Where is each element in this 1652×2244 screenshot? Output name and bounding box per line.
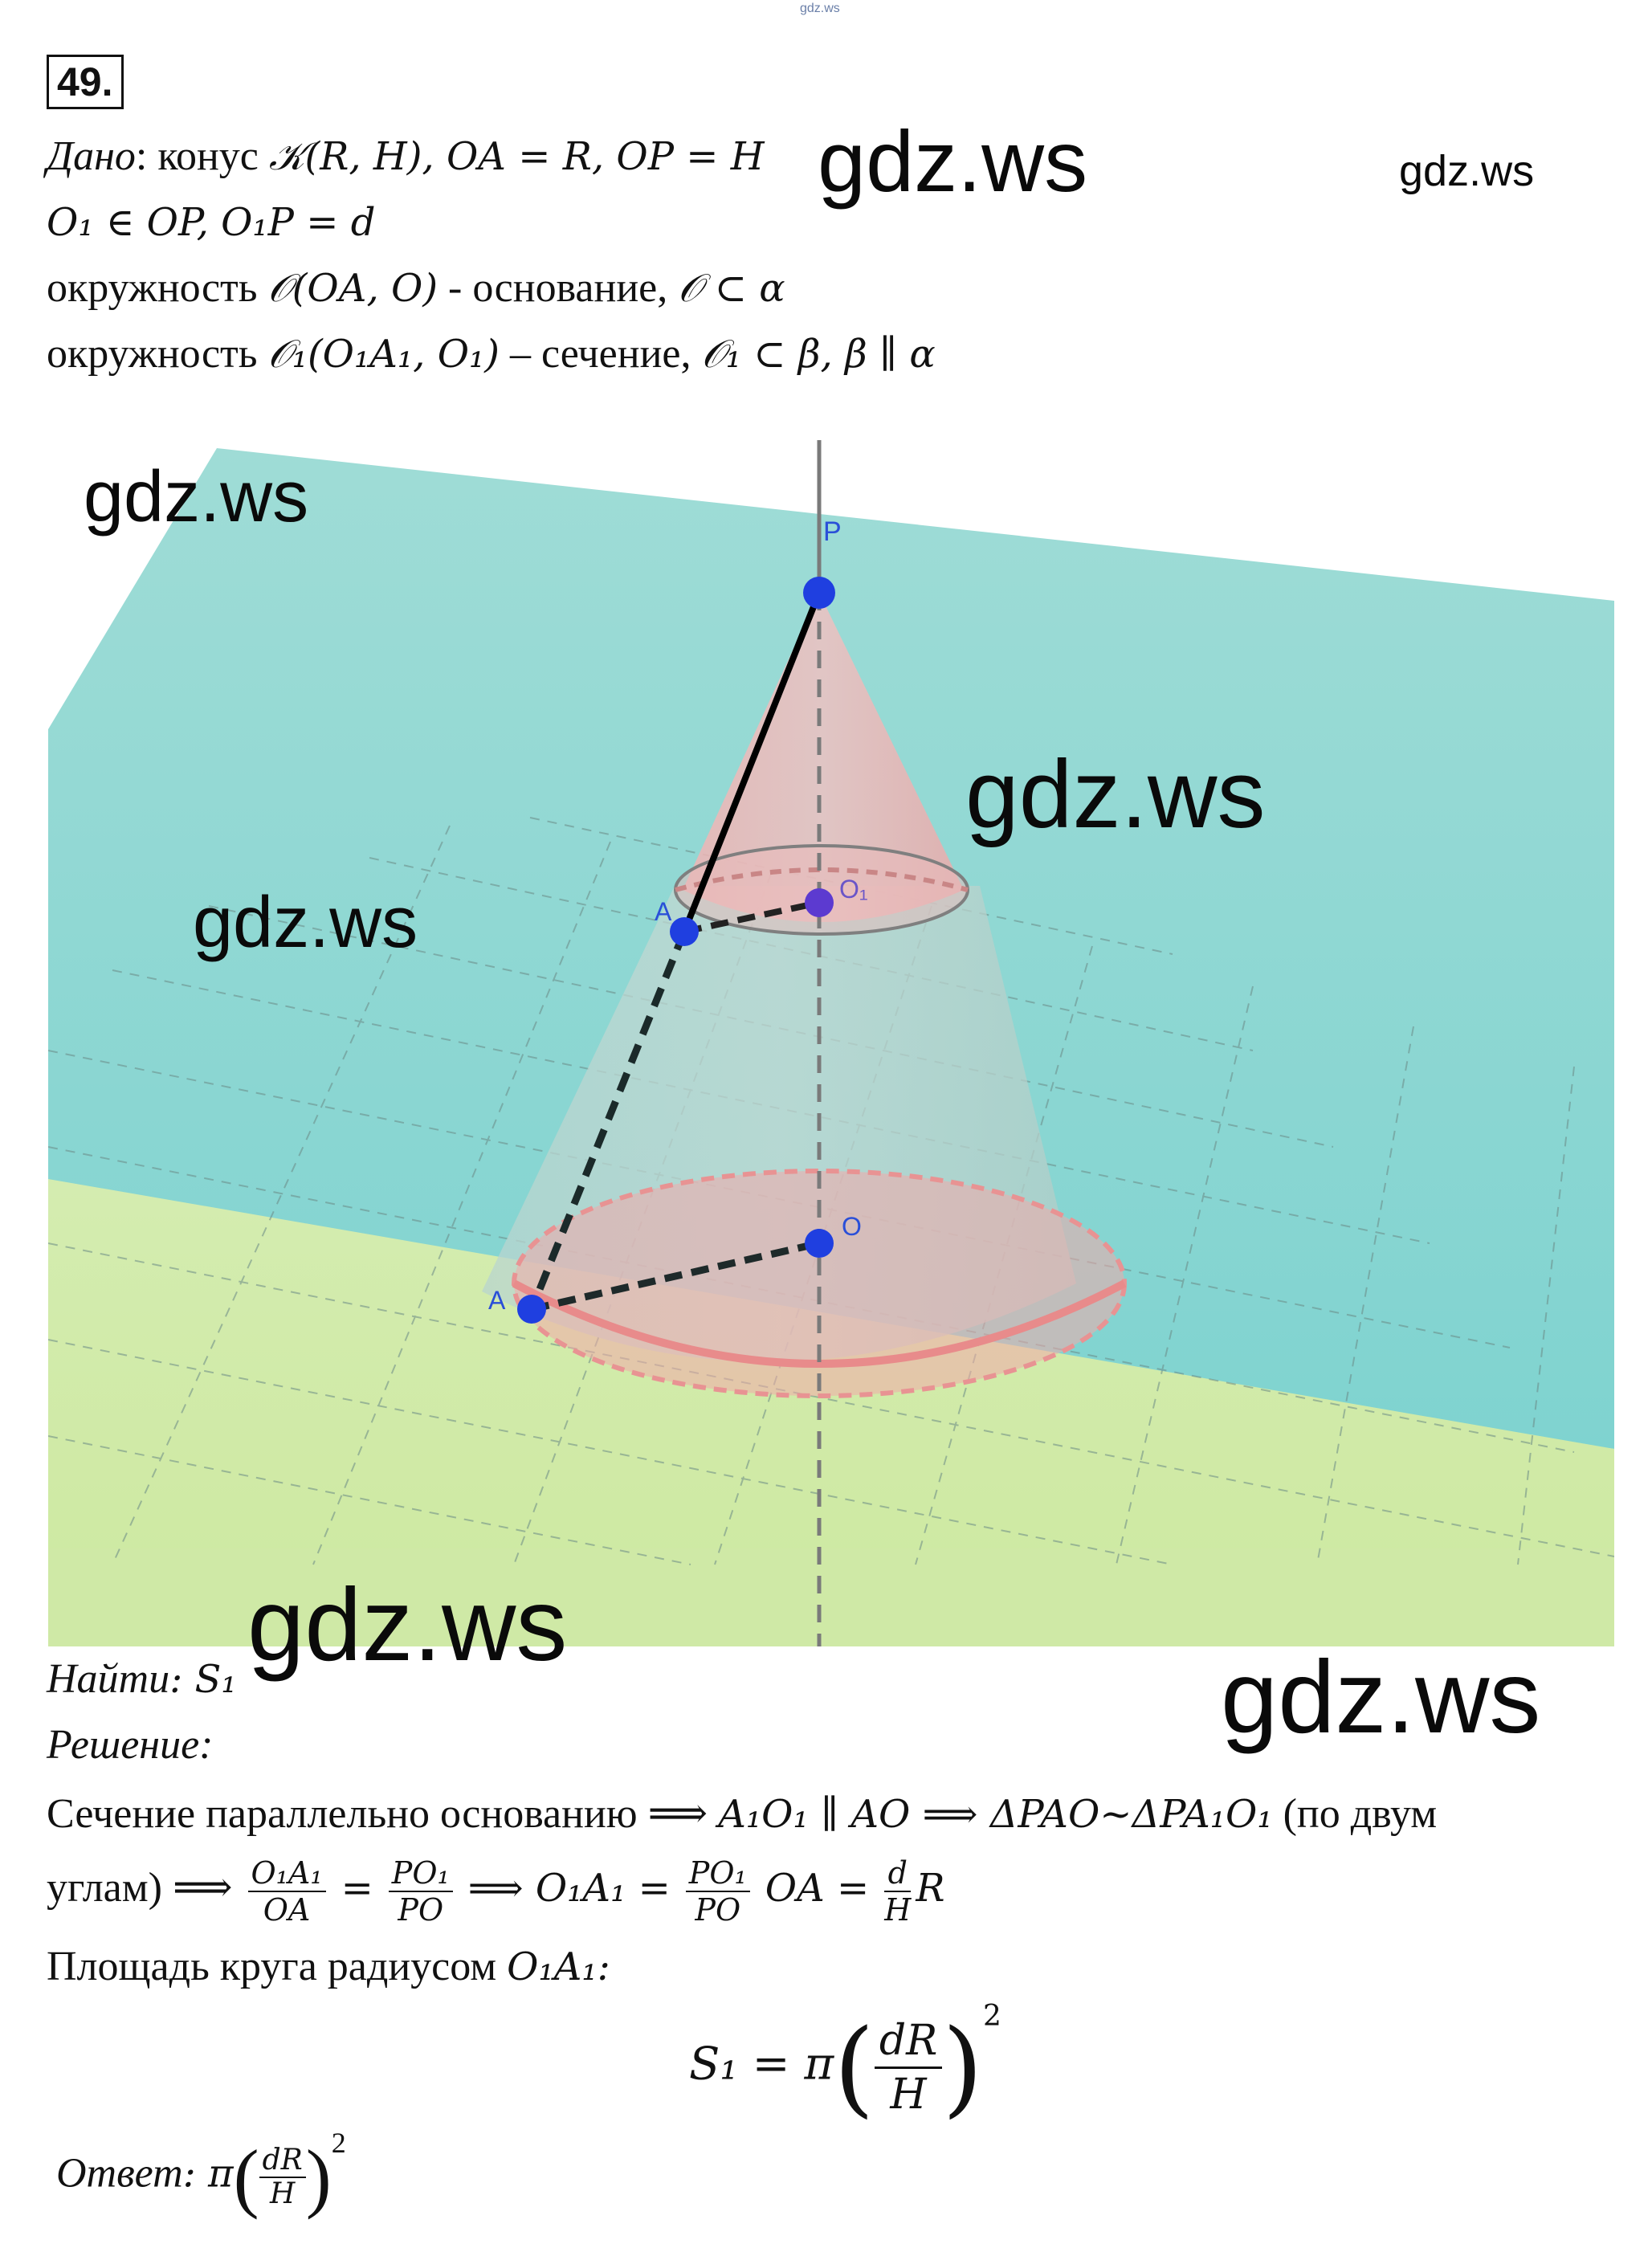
watermark-3: gdz.ws: [84, 457, 309, 537]
point-o1: [805, 888, 834, 917]
implies-o1a1: ⟹ O₁A₁ =: [467, 1865, 671, 1911]
generatrix-pa1: [681, 591, 822, 933]
cone-figure: P A O₁ O A: [48, 440, 1614, 1646]
given-line3-mid: - основание,: [438, 265, 679, 311]
solution-line1-tail: (по двум: [1272, 1791, 1438, 1837]
formula-fraction: dR H: [874, 2015, 943, 2120]
watermark-1: gdz.ws: [818, 112, 1088, 210]
solution-line-3: Площадь круга радиусом O₁A₁:: [47, 1944, 610, 1989]
generatrix-a1a: [528, 930, 688, 1311]
solution-line2-text: углам) ⟹: [47, 1864, 243, 1911]
find-line: Найти: S₁: [47, 1656, 237, 1702]
plane-alpha: [48, 1179, 1614, 1646]
answer-line: Ответ: π(dR H)2: [56, 2127, 346, 2220]
radius-o1a1: [683, 900, 820, 935]
oa-equals: OA =: [765, 1865, 870, 1911]
answer-sep: : π: [182, 2151, 234, 2197]
label-o: O: [842, 1212, 862, 1241]
solution-label: Решение:: [47, 1722, 214, 1768]
fraction-o1a1-oa: O₁A₁ OA: [247, 1855, 326, 1928]
fraction-po1-po: PO₁ PO: [388, 1855, 453, 1928]
solution-line-1: Сечение параллельно основанию ⟹ A₁O₁ ∥ A…: [47, 1791, 1437, 1837]
answer-label: Ответ: [56, 2150, 183, 2197]
solution-line-2: углам) ⟹ O₁A₁ OA = PO₁ PO ⟹ O₁A₁ = PO₁ PO O…: [47, 1855, 945, 1928]
upper-cone: [683, 593, 964, 922]
find-label: Найти: [47, 1656, 170, 1702]
header-watermark: gdz.ws: [800, 2, 840, 15]
watermark-5: gdz.ws: [193, 883, 418, 963]
given-line3-math-b: 𝒪 ⊂ α: [678, 266, 785, 311]
equals-sign: =: [341, 1865, 373, 1911]
point-a1: [670, 917, 699, 946]
area-formula: S₁ = π(dR H)2: [689, 2000, 1001, 2128]
watermark-6: gdz.ws: [247, 1568, 568, 1683]
given-line3-math-a: 𝒪(OA, O): [267, 266, 438, 311]
r-symbol: R: [916, 1865, 945, 1911]
radius-oa: [530, 1239, 821, 1313]
given-line-3: окружность 𝒪(OA, O) - основание, 𝒪 ⊂ α: [47, 265, 785, 311]
given-line1-math: 𝒦(R, H), OA = R, OP = H: [268, 134, 765, 179]
solution-line1-text: Сечение параллельно основанию ⟹: [47, 1791, 719, 1837]
solution-line1-math: A₁O₁ ∥ AO ⟹ ΔPAO~ΔPA₁O₁: [718, 1792, 1273, 1837]
watermark-7: gdz.ws: [1221, 1640, 1541, 1755]
find-value: : S₁: [169, 1657, 237, 1702]
point-a: [517, 1295, 546, 1324]
given-line-2: O₁ ∈ OP, O₁P = d: [47, 199, 375, 245]
solution-line3-math: O₁A₁:: [507, 1944, 610, 1989]
point-p: [803, 577, 835, 609]
fraction-po1-po-2: PO₁ PO: [685, 1855, 750, 1928]
formula-exponent: 2: [983, 2000, 1001, 2033]
answer-exponent: 2: [331, 2127, 346, 2159]
given-line4-text: окружность: [47, 331, 268, 377]
label-o1: O₁: [839, 875, 868, 904]
given-line1-text: : конус: [135, 133, 269, 179]
label-a: A: [488, 1286, 506, 1315]
solution-line3-text: Площадь круга радиусом: [47, 1944, 508, 1989]
formula-left: S₁ = π: [689, 2038, 834, 2091]
given-line2-math: O₁ ∈ OP, O₁P = d: [47, 200, 376, 245]
given-line4-math-b: 𝒪₁ ⊂ β, β ∥ α: [701, 332, 936, 377]
given-line4-math-a: 𝒪₁(O₁A₁, O₁): [267, 332, 500, 377]
answer-fraction: dR H: [259, 2144, 306, 2210]
given-line-1: Дано: конус 𝒦(R, H), OA = R, OP = H: [47, 133, 765, 179]
watermark-2: gdz.ws: [1399, 147, 1535, 195]
point-o: [805, 1229, 834, 1258]
task-number: 49.: [47, 55, 124, 109]
watermark-4: gdz.ws: [965, 741, 1266, 848]
given-line4-mid: – сечение,: [500, 331, 702, 377]
given-line-4: окружность 𝒪₁(O₁A₁, O₁) – сечение, 𝒪₁ ⊂ …: [47, 331, 936, 377]
given-label: Дано: [47, 133, 136, 179]
given-line3-text: окружность: [47, 265, 268, 311]
label-a1: A: [655, 897, 672, 926]
label-p: P: [823, 516, 842, 547]
